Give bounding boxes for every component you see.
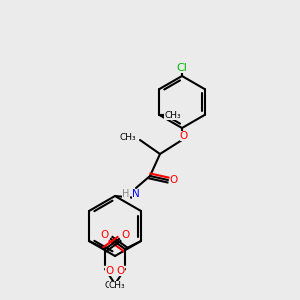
Text: Cl: Cl	[177, 63, 188, 73]
Text: CH₃: CH₃	[164, 110, 181, 119]
Text: CH₃: CH₃	[105, 280, 121, 290]
Text: CH₃: CH₃	[109, 280, 125, 290]
Text: CH₃: CH₃	[119, 133, 136, 142]
Text: O: O	[170, 175, 178, 185]
Text: N: N	[132, 189, 140, 199]
Text: O: O	[105, 266, 113, 276]
Text: O: O	[180, 131, 188, 141]
Text: O: O	[121, 230, 129, 240]
Text: O: O	[117, 266, 125, 276]
Text: H: H	[122, 189, 130, 199]
Text: O: O	[101, 230, 109, 240]
